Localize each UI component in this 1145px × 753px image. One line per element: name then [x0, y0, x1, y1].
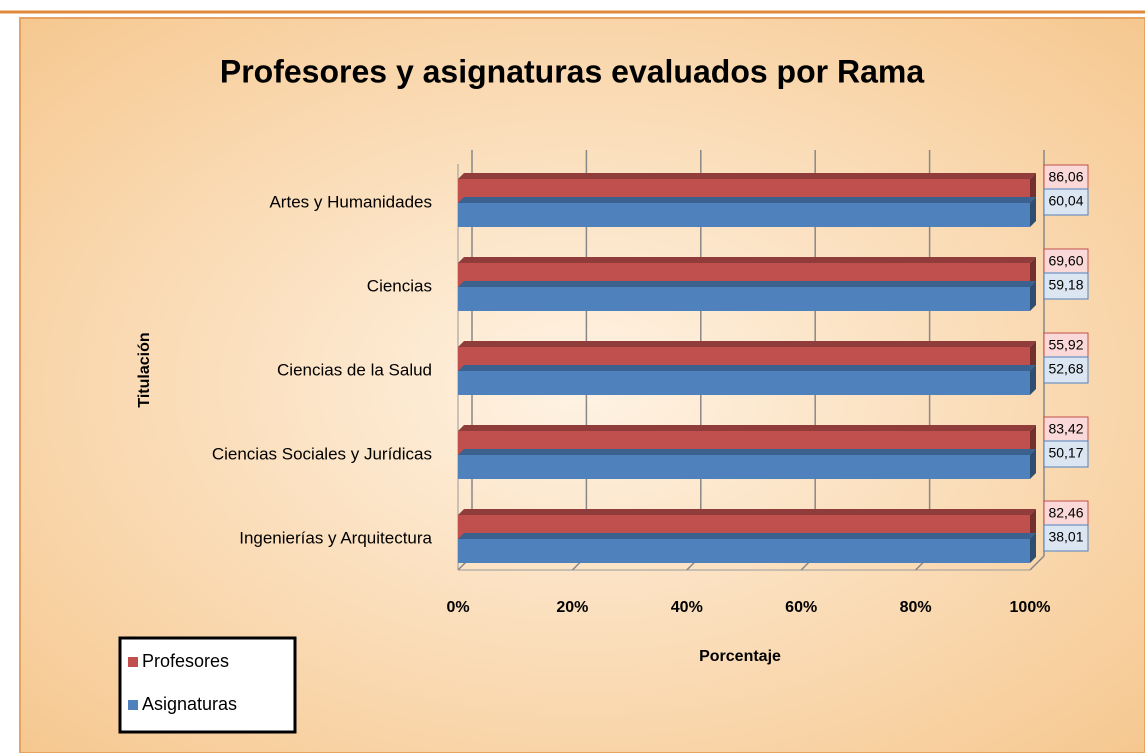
data-label-box — [1043, 356, 1089, 384]
legend-box — [118, 636, 297, 734]
bar-top — [458, 197, 1036, 203]
bars — [458, 173, 1036, 563]
x-tick-label: 100% — [1010, 599, 1051, 616]
chart-title: Profesores y asignaturas evaluados por R… — [220, 53, 924, 89]
bar-side — [1030, 257, 1036, 287]
data-label: 59,18 — [1048, 277, 1083, 293]
bar-side — [1030, 425, 1036, 455]
bar-top — [458, 341, 1036, 347]
legend-swatch — [128, 657, 138, 667]
data-label-box — [1043, 500, 1089, 528]
legend-label: Profesores — [142, 651, 229, 671]
data-label-box — [1043, 524, 1089, 552]
bar-side — [1030, 341, 1036, 371]
y-tick-label: Ingenierías y Arquitectura — [239, 528, 432, 547]
data-label-box — [1043, 416, 1089, 444]
bar-side — [1030, 281, 1036, 311]
y-tick-label: Ciencias de la Salud — [277, 360, 432, 379]
x-tick-label: 60% — [785, 599, 817, 616]
data-label: 52,68 — [1048, 361, 1083, 377]
grid-line-floor — [1029, 555, 1045, 571]
x-axis-title: Porcentaje — [699, 648, 781, 665]
bar-side — [1030, 509, 1036, 539]
data-label: 69,60 — [1048, 253, 1083, 269]
x-tick-label: 80% — [900, 599, 932, 616]
y-tick-label: Artes y Humanidades — [269, 192, 432, 211]
x-tick-label: 20% — [556, 599, 588, 616]
labels: 0% 20% 40% 60% 80% 100% Artes y Humanidades 86,… — [128, 164, 1089, 714]
data-label-box — [1043, 332, 1089, 360]
legend-swatch — [128, 700, 138, 710]
data-label-box — [1043, 272, 1089, 300]
bar — [458, 455, 1030, 479]
bar — [458, 287, 1030, 311]
data-label: 86,06 — [1048, 169, 1083, 185]
bar-top — [458, 257, 1036, 263]
bar — [458, 539, 1030, 563]
bar-side — [1030, 533, 1036, 563]
data-label: 60,04 — [1048, 193, 1083, 209]
x-tick-label: 0% — [446, 599, 469, 616]
bar-side — [1030, 365, 1036, 395]
y-tick-label: Ciencias Sociales y Jurídicas — [212, 444, 432, 463]
y-axis-title: Titulación — [136, 332, 153, 407]
data-label: 82,46 — [1048, 505, 1083, 521]
bar-top — [458, 509, 1036, 515]
data-label: 83,42 — [1048, 421, 1083, 437]
data-label: 55,92 — [1048, 337, 1083, 353]
y-tick-label: Ciencias — [367, 276, 432, 295]
bar-top — [458, 173, 1036, 179]
bar-side — [1030, 173, 1036, 203]
bar — [458, 203, 1030, 227]
bar-top — [458, 281, 1036, 287]
bar-top — [458, 533, 1036, 539]
bar-top — [458, 425, 1036, 431]
legend-label: Asignaturas — [142, 694, 237, 714]
data-label: 38,01 — [1048, 529, 1083, 545]
data-label-box — [1043, 440, 1089, 468]
bar-side — [1030, 449, 1036, 479]
x-tick-label: 40% — [671, 599, 703, 616]
data-label-box — [1043, 188, 1089, 216]
data-label: 50,17 — [1048, 445, 1083, 461]
bar-top — [458, 365, 1036, 371]
bar-top — [458, 449, 1036, 455]
bar-side — [1030, 197, 1036, 227]
data-label-box — [1043, 248, 1089, 276]
bar — [458, 371, 1030, 395]
